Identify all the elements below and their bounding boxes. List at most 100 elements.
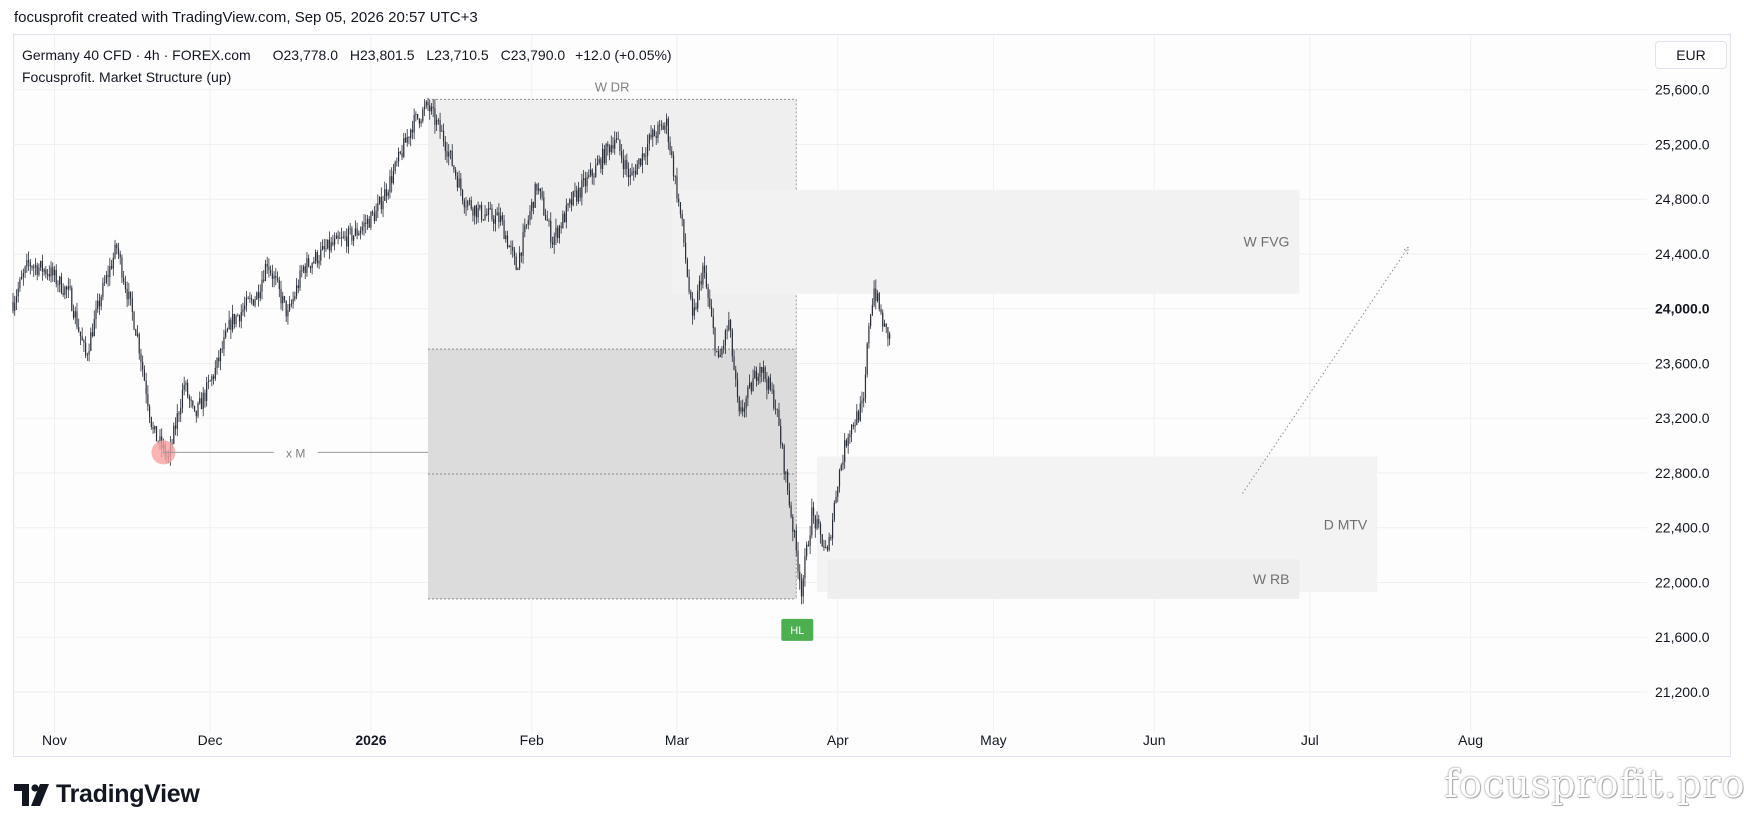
x-tick-label: Jul bbox=[1301, 732, 1319, 748]
candle-body bbox=[704, 265, 706, 273]
candle-body bbox=[475, 205, 477, 218]
candle-body bbox=[62, 292, 64, 295]
candle-body bbox=[698, 280, 701, 291]
close-value: C23,790.0 bbox=[500, 47, 566, 63]
tradingview-logo-text: TradingView bbox=[56, 780, 200, 808]
indicator-label[interactable]: Focusprofit. Market Structure (up) bbox=[22, 69, 232, 85]
candle-body bbox=[332, 242, 334, 245]
candle-body bbox=[429, 105, 431, 112]
candle-body bbox=[659, 124, 661, 126]
currency-button[interactable]: EUR bbox=[1655, 41, 1727, 69]
candle-body bbox=[532, 202, 535, 208]
x-tick-label: Apr bbox=[827, 732, 849, 748]
candle-body bbox=[278, 279, 280, 289]
candle-body bbox=[356, 228, 358, 236]
candle-body bbox=[112, 257, 114, 269]
candle-body bbox=[517, 268, 519, 270]
candle-body bbox=[546, 219, 548, 221]
candle-body bbox=[45, 269, 47, 275]
candle-body bbox=[116, 244, 118, 249]
candle-body bbox=[816, 519, 818, 529]
candle-body bbox=[830, 536, 832, 539]
candle-body bbox=[588, 175, 590, 177]
candle-body bbox=[662, 125, 664, 130]
candle-body bbox=[596, 163, 599, 166]
candle-body bbox=[76, 311, 78, 328]
candle-series bbox=[12, 97, 891, 605]
candle-body bbox=[17, 288, 19, 297]
symbol-label[interactable]: Germany 40 CFD · 4h · FOREX.com bbox=[22, 47, 251, 63]
candle-body bbox=[472, 208, 474, 216]
projection-arrow-line bbox=[1241, 246, 1409, 494]
candle-body bbox=[444, 141, 446, 152]
candle-body bbox=[53, 269, 56, 276]
candle-body bbox=[806, 544, 808, 557]
chart-legend: Germany 40 CFD · 4h · FOREX.com O23,778.… bbox=[22, 44, 672, 88]
candle-body bbox=[404, 137, 407, 143]
tradingview-logo[interactable]: TradingView bbox=[14, 780, 200, 809]
candle-body bbox=[342, 236, 344, 238]
x-tick-label: Nov bbox=[42, 732, 67, 748]
candle-body bbox=[569, 199, 571, 204]
candle-body bbox=[648, 134, 650, 144]
candle-body bbox=[553, 236, 555, 245]
candle-body bbox=[851, 424, 853, 435]
chart-frame[interactable] bbox=[13, 34, 1731, 757]
candle-body bbox=[216, 357, 218, 369]
candle-body bbox=[615, 138, 618, 140]
candle-body bbox=[870, 314, 872, 327]
candle-body bbox=[128, 291, 130, 300]
candle-body bbox=[311, 263, 313, 269]
candle-body bbox=[759, 366, 761, 377]
candle-body bbox=[671, 150, 673, 156]
candle-body bbox=[745, 398, 747, 409]
candle-body bbox=[710, 306, 713, 317]
candle-body bbox=[859, 403, 861, 421]
candle-body bbox=[714, 328, 716, 351]
candle-body bbox=[147, 394, 149, 407]
candle-body bbox=[626, 160, 628, 169]
candle-body bbox=[387, 192, 389, 196]
candle-body bbox=[292, 298, 294, 304]
candle-body bbox=[610, 144, 612, 153]
candle-body bbox=[31, 266, 33, 268]
candle-body bbox=[377, 203, 379, 211]
watermark: focusprofit.pro bbox=[1444, 762, 1744, 806]
x-tick-label: 2026 bbox=[355, 732, 386, 748]
candle-body bbox=[814, 515, 816, 529]
candle-body bbox=[536, 183, 538, 191]
candle-body bbox=[534, 183, 536, 208]
x-tick-label: May bbox=[980, 732, 1006, 748]
candle-body bbox=[541, 191, 543, 198]
candle-body bbox=[344, 236, 346, 238]
candle-body bbox=[36, 265, 38, 275]
candle-body bbox=[761, 366, 763, 373]
candle-body bbox=[219, 348, 222, 362]
candle-body bbox=[154, 426, 156, 430]
candle-body bbox=[74, 311, 76, 318]
candle-body bbox=[193, 405, 196, 411]
candle-body bbox=[206, 382, 208, 401]
candle-body bbox=[838, 470, 841, 487]
candle-body bbox=[825, 546, 827, 548]
candle-body bbox=[797, 550, 799, 572]
candle-body bbox=[776, 408, 778, 410]
candle-body bbox=[482, 219, 484, 221]
candle-body bbox=[271, 273, 273, 279]
candle-body bbox=[880, 309, 882, 313]
x-tick-label: Aug bbox=[1458, 732, 1483, 748]
candle-body bbox=[719, 354, 721, 357]
candle-body bbox=[690, 291, 692, 298]
candle-body bbox=[640, 158, 642, 166]
candle-body bbox=[800, 580, 803, 597]
candle-body bbox=[306, 258, 308, 274]
candle-body bbox=[465, 206, 467, 208]
candle-body bbox=[539, 188, 541, 192]
candle-body bbox=[505, 235, 507, 240]
candle-body bbox=[498, 212, 500, 222]
candle-body bbox=[809, 535, 811, 546]
label-w-dr: W DR bbox=[595, 79, 630, 94]
candle-body bbox=[148, 406, 151, 418]
candle-body bbox=[314, 252, 317, 262]
